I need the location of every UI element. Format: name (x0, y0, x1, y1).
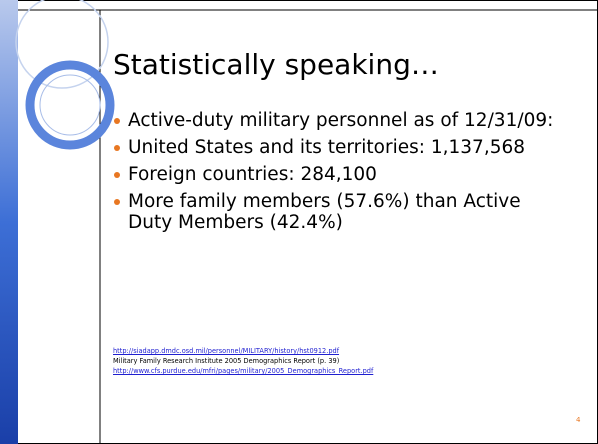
source-link[interactable]: http://www.cfs.purdue.edu/mfri/pages/mil… (113, 367, 374, 375)
page-number: 4 (576, 416, 581, 424)
bullet: Active-duty military personnel as of 12/… (112, 110, 562, 131)
bullet: Foreign countries: 284,100 (112, 164, 562, 185)
bullet: More family members (57.6%) than Active … (112, 191, 562, 233)
bullet-list: Active-duty military personnel as of 12/… (112, 110, 562, 239)
source-text: Military Family Research Institute 2005 … (113, 357, 340, 365)
source-link[interactable]: http://siadapp.dmdc.osd.mil/personnel/MI… (113, 347, 340, 355)
sources: http://siadapp.dmdc.osd.mil/personnel/MI… (113, 346, 373, 376)
slide-title: Statistically speaking… (113, 48, 439, 81)
bullet: United States and its territories: 1,137… (112, 137, 562, 158)
